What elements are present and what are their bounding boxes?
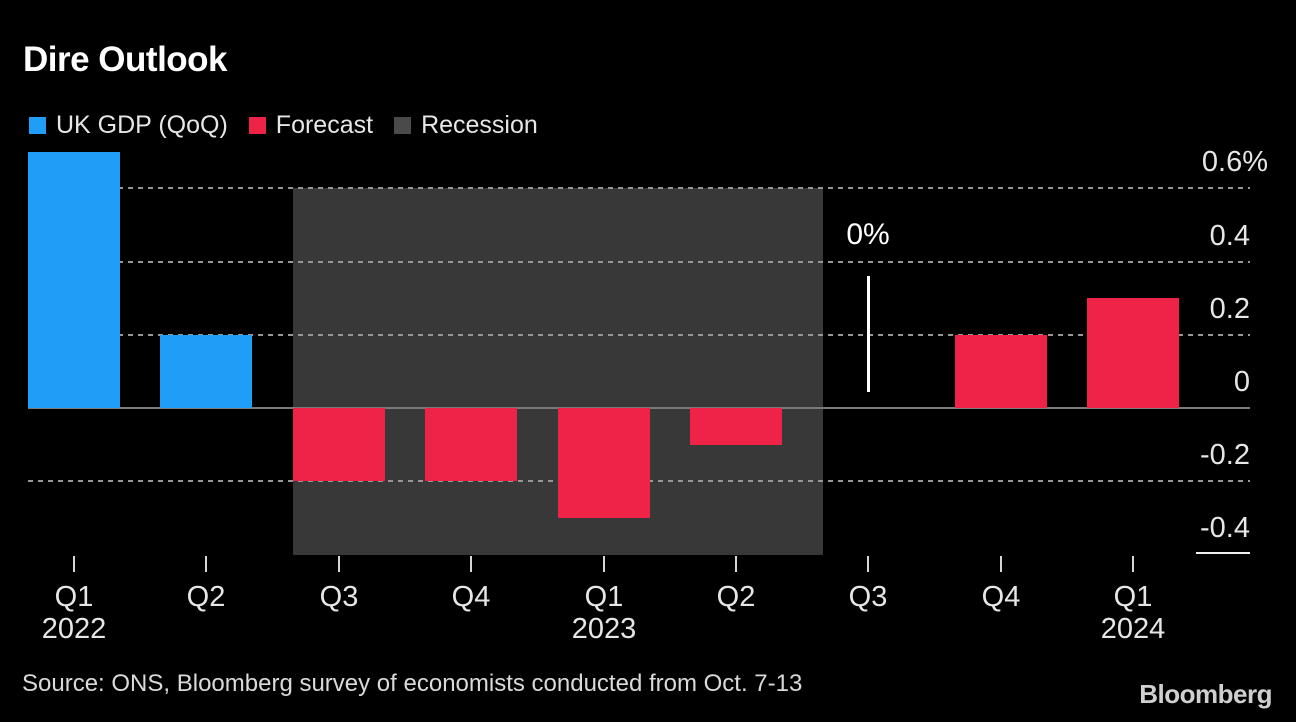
x-axis-label: Q2 <box>716 581 756 613</box>
annotation-zero-line <box>867 276 870 392</box>
x-axis-tick <box>867 556 869 572</box>
y-axis-label: -0.2 <box>1200 439 1250 471</box>
x-axis-tick <box>205 556 207 572</box>
legend-label-actual: UK GDP (QoQ) <box>56 111 228 139</box>
y-axis-label: 0.4 <box>1209 220 1250 252</box>
axis-end-segment <box>1196 552 1250 554</box>
legend-swatch-actual <box>29 116 46 134</box>
dotted-gridline <box>28 334 1250 336</box>
bar-q2-2023 <box>690 408 782 445</box>
legend-label-recession: Recession <box>421 111 538 139</box>
bloomberg-logo: Bloomberg <box>1139 679 1272 709</box>
source-attribution: Source: ONS, Bloomberg survey of economi… <box>22 670 803 697</box>
dotted-gridline <box>28 187 1250 189</box>
bar-q3-2022 <box>293 408 385 481</box>
y-axis-label: 0.6% <box>1201 146 1268 178</box>
x-axis-label: Q3 <box>319 581 359 613</box>
x-axis-year-label: 2022 <box>41 613 107 645</box>
legend-label-forecast: Forecast <box>275 111 374 139</box>
annotation-zero-label: 0% <box>846 218 890 251</box>
x-axis-label: Q1 <box>1113 581 1153 613</box>
bar-q2-2022 <box>160 335 252 408</box>
legend-swatch-forecast <box>248 116 266 134</box>
x-axis-tick <box>735 556 737 572</box>
x-axis-label: Q1 <box>584 581 624 613</box>
legend-swatch-recession <box>394 116 412 134</box>
y-axis-label: -0.4 <box>1200 512 1250 544</box>
bar-q1-2024 <box>1087 298 1179 408</box>
x-axis-year-label: 2024 <box>1100 613 1166 645</box>
legend-item-recession: Recession <box>394 111 538 139</box>
chart-legend: UK GDP (QoQ) Forecast Recession <box>29 111 538 139</box>
x-axis-year-label: 2023 <box>571 613 637 645</box>
chart-title: Dire Outlook <box>23 40 228 79</box>
x-axis-label: Q1 <box>54 581 94 613</box>
x-axis-label: Q4 <box>981 581 1021 613</box>
y-axis-label: 0.2 <box>1209 293 1250 325</box>
x-axis-tick <box>1132 556 1134 572</box>
x-axis-label: Q3 <box>848 581 888 613</box>
y-axis-label: 0 <box>1233 366 1250 398</box>
x-axis-tick <box>338 556 340 572</box>
x-axis-label: Q4 <box>451 581 491 613</box>
legend-item-forecast: Forecast <box>248 111 374 139</box>
bar-q4-2022 <box>425 408 517 481</box>
bar-q1-2023 <box>558 408 650 518</box>
bar-q4-2023 <box>955 335 1047 408</box>
x-axis-tick <box>1000 556 1002 572</box>
legend-item-actual: UK GDP (QoQ) <box>29 111 228 139</box>
dotted-gridline <box>28 261 1250 263</box>
x-axis-tick <box>603 556 605 572</box>
x-axis-tick <box>470 556 472 572</box>
x-axis-tick <box>73 556 75 572</box>
x-axis-label: Q2 <box>186 581 226 613</box>
bar-q1-2022 <box>28 152 120 408</box>
